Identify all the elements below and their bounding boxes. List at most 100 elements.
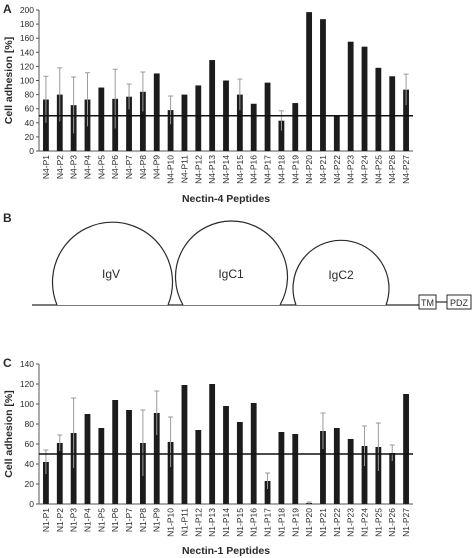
- bar: [195, 85, 202, 151]
- bar: [181, 385, 188, 504]
- bar: [126, 96, 132, 151]
- bar: [43, 462, 49, 504]
- bar: [70, 433, 77, 504]
- igc1-domain-label: IgC1: [218, 267, 244, 281]
- x-tick-label: N4-P19: [290, 155, 300, 184]
- x-tick-label: N4-P26: [387, 155, 397, 184]
- x-tick-label: N4-P7: [124, 155, 134, 179]
- x-axis-title: Nectin-4 Peptides: [182, 193, 270, 205]
- x-tick-label: N4-P16: [249, 155, 259, 184]
- panel-a-letter: A: [3, 2, 12, 16]
- bar: [333, 428, 340, 504]
- y-axis-title: Cell adhesion [%]: [3, 390, 15, 478]
- y-tick-label: 40: [25, 459, 35, 469]
- bar: [181, 94, 188, 151]
- bar: [250, 103, 257, 151]
- tm-label: TM: [421, 298, 434, 308]
- y-tick-label: 100: [20, 76, 34, 86]
- x-tick-label: N1-P1: [41, 508, 51, 532]
- x-tick-label: N4-P25: [373, 155, 383, 184]
- x-tick-label: N4-P3: [69, 155, 79, 179]
- bar: [347, 439, 354, 504]
- bar: [223, 406, 229, 504]
- bar: [56, 443, 63, 504]
- x-tick-label: N4-P20: [304, 155, 314, 184]
- x-tick-label: N1-P4: [82, 508, 92, 532]
- y-tick-label: 140: [20, 359, 34, 369]
- bar: [236, 422, 243, 504]
- y-tick-label: 100: [20, 399, 34, 409]
- x-tick-label: N1-P12: [193, 508, 203, 537]
- x-tick-label: N1-P27: [401, 508, 411, 537]
- y-axis-title: Cell adhesion [%]: [3, 37, 15, 125]
- x-tick-label: N1-P14: [221, 508, 231, 537]
- bar: [389, 453, 396, 504]
- chart-nectin1: 0 20 40 60 80 100 120 140 N1-P1 N1-P2 N1-P3 N1-P4 N1…: [3, 359, 413, 557]
- y-tick-label: 180: [20, 19, 34, 29]
- nectin-domain-diagram: IgV IgC1 IgC2 TM PDZ: [32, 220, 472, 310]
- bar: [278, 120, 285, 151]
- x-tick-label: N1-P10: [166, 508, 176, 537]
- y-tick-label: 80: [25, 90, 35, 100]
- bar: [375, 67, 382, 151]
- x-tick-label: N1-P21: [318, 508, 328, 537]
- y-tick-label: 80: [25, 419, 35, 429]
- x-tick-label: N4-P15: [235, 155, 245, 184]
- x-tick-label: N1-P22: [332, 508, 342, 537]
- x-tick-label: N1-P9: [152, 508, 162, 532]
- bar: [84, 414, 91, 504]
- bar: [139, 91, 146, 151]
- bar: [98, 87, 105, 151]
- x-tick-label: N1-P18: [276, 508, 286, 537]
- x-tick-label: N1-P7: [124, 508, 134, 532]
- panel-c-letter: C: [3, 356, 12, 370]
- bar: [209, 60, 216, 151]
- x-tick-label: N4-P8: [138, 155, 148, 179]
- bar: [153, 73, 160, 151]
- x-tick-label: N4-P14: [221, 155, 231, 184]
- bar: [375, 447, 382, 504]
- igv-domain-shape: [51, 221, 174, 306]
- y-tick-label: 60: [25, 439, 35, 449]
- x-tick-label: N4-P27: [401, 155, 411, 184]
- x-tick-label: N4-P22: [332, 155, 342, 184]
- x-tick-label: N4-P24: [360, 155, 370, 184]
- igc2-domain-shape: [292, 239, 390, 306]
- x-tick-label: N4-P23: [346, 155, 356, 184]
- x-tick-label: N4-P21: [318, 155, 328, 184]
- bar: [278, 432, 285, 504]
- x-tick-label: N1-P16: [249, 508, 259, 537]
- igc2-domain-label: IgC2: [328, 268, 354, 282]
- y-tick-label: 0: [29, 499, 34, 509]
- x-tick-label: N1-P8: [138, 508, 148, 532]
- bar: [43, 99, 49, 151]
- x-tick-label: N1-P11: [179, 508, 189, 536]
- bar: [56, 94, 63, 151]
- x-tick-label: N1-P5: [96, 508, 106, 532]
- bar: [264, 82, 271, 151]
- x-tick-label: N1-P13: [207, 508, 217, 537]
- y-tick-label: 60: [25, 104, 35, 114]
- panel-b-letter: B: [3, 211, 12, 225]
- bar: [320, 19, 326, 152]
- x-tick-label: N4-P11: [179, 155, 189, 183]
- x-tick-label: N1-P20: [304, 508, 314, 537]
- chart-nectin4: 0 20 40 60 80 100 120 140 160 180 200 N4-P1 N4-P2 N4-…: [3, 5, 413, 205]
- y-tick-label: 20: [25, 479, 35, 489]
- x-tick-label: N1-P24: [360, 508, 370, 537]
- x-tick-label: N1-P26: [387, 508, 397, 537]
- bar: [347, 41, 354, 151]
- x-tick-label: N4-P12: [193, 155, 203, 184]
- bar: [195, 430, 202, 504]
- bar: [403, 89, 409, 151]
- bar: [403, 394, 409, 504]
- x-tick-label: N4-P4: [82, 155, 92, 179]
- x-tick-label: N1-P15: [235, 508, 245, 537]
- x-tick-label: N1-P6: [110, 508, 120, 532]
- bar: [236, 94, 243, 151]
- x-axis-title: Nectin-1 Peptides: [182, 545, 270, 557]
- igv-domain-label: IgV: [102, 267, 120, 281]
- x-tick-label: N4-P9: [152, 155, 162, 179]
- bar: [361, 46, 368, 151]
